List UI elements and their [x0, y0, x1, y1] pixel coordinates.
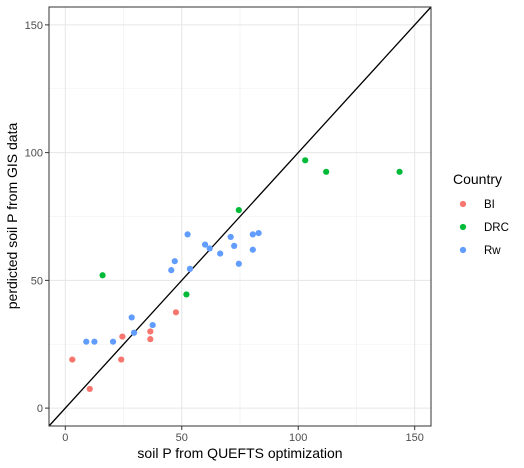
data-point-drc [302, 157, 309, 164]
legend-key-bi [459, 200, 467, 208]
data-points [69, 157, 403, 393]
data-point-rw [235, 260, 242, 267]
data-point-rw [186, 265, 194, 272]
x-tick-label: 150 [406, 432, 424, 444]
legend-label-rw: Rw [484, 245, 501, 257]
data-point-bi [119, 333, 126, 340]
y-axis-title: perdicted soil P from GIS data [4, 123, 20, 310]
data-point-rw [184, 231, 191, 238]
plot-panel-border [48, 6, 432, 427]
data-point-bi [69, 356, 76, 363]
data-point-bi [147, 328, 154, 335]
data-point-bi [147, 336, 154, 343]
grid [49, 7, 431, 426]
data-point-bi [86, 385, 93, 393]
legend-key-drc [459, 223, 467, 231]
data-point-rw [109, 338, 117, 345]
data-point-rw [91, 338, 98, 345]
y-tick-label: 50 [31, 275, 43, 287]
reference-line-group [48, 6, 432, 427]
data-point-rw [255, 230, 262, 237]
data-point-drc [183, 291, 190, 298]
x-tick-label: 100 [289, 432, 307, 444]
y-tick-label: 150 [25, 20, 43, 32]
data-point-bi [118, 356, 125, 363]
data-point-rw [130, 329, 138, 336]
data-point-drc [99, 272, 106, 279]
y-tick-label: 100 [25, 148, 43, 160]
data-point-rw [201, 241, 209, 248]
x-tick-label: 0 [62, 432, 68, 444]
data-point-rw [171, 258, 178, 265]
y-axis-ticks: 0 50 100 150 [25, 20, 49, 415]
legend-label-drc: DRC [484, 222, 509, 234]
data-point-rw [149, 321, 156, 329]
data-point-rw [227, 233, 234, 241]
data-point-rw [231, 242, 238, 249]
data-point-rw [168, 267, 175, 274]
reference-line [48, 6, 432, 427]
data-point-rw [217, 250, 224, 257]
x-axis-ticks: 0 50 100 150 [62, 426, 424, 444]
data-point-rw [249, 246, 256, 253]
x-tick-label: 50 [176, 432, 188, 444]
legend: Country BI DRC Rw [453, 171, 509, 257]
x-axis-title: soil P from QUEFTS optimization [137, 445, 342, 461]
data-point-rw [206, 245, 213, 252]
legend-key-rw [459, 246, 467, 254]
data-point-rw [249, 231, 256, 238]
data-point-rw [128, 314, 135, 321]
data-point-drc [396, 168, 403, 175]
data-point-drc [235, 207, 242, 214]
data-point-bi [172, 309, 180, 316]
legend-label-bi: BI [484, 199, 495, 211]
data-point-rw [83, 338, 90, 345]
legend-title: Country [453, 171, 502, 187]
data-point-drc [323, 168, 330, 175]
y-tick-label: 0 [37, 403, 43, 415]
